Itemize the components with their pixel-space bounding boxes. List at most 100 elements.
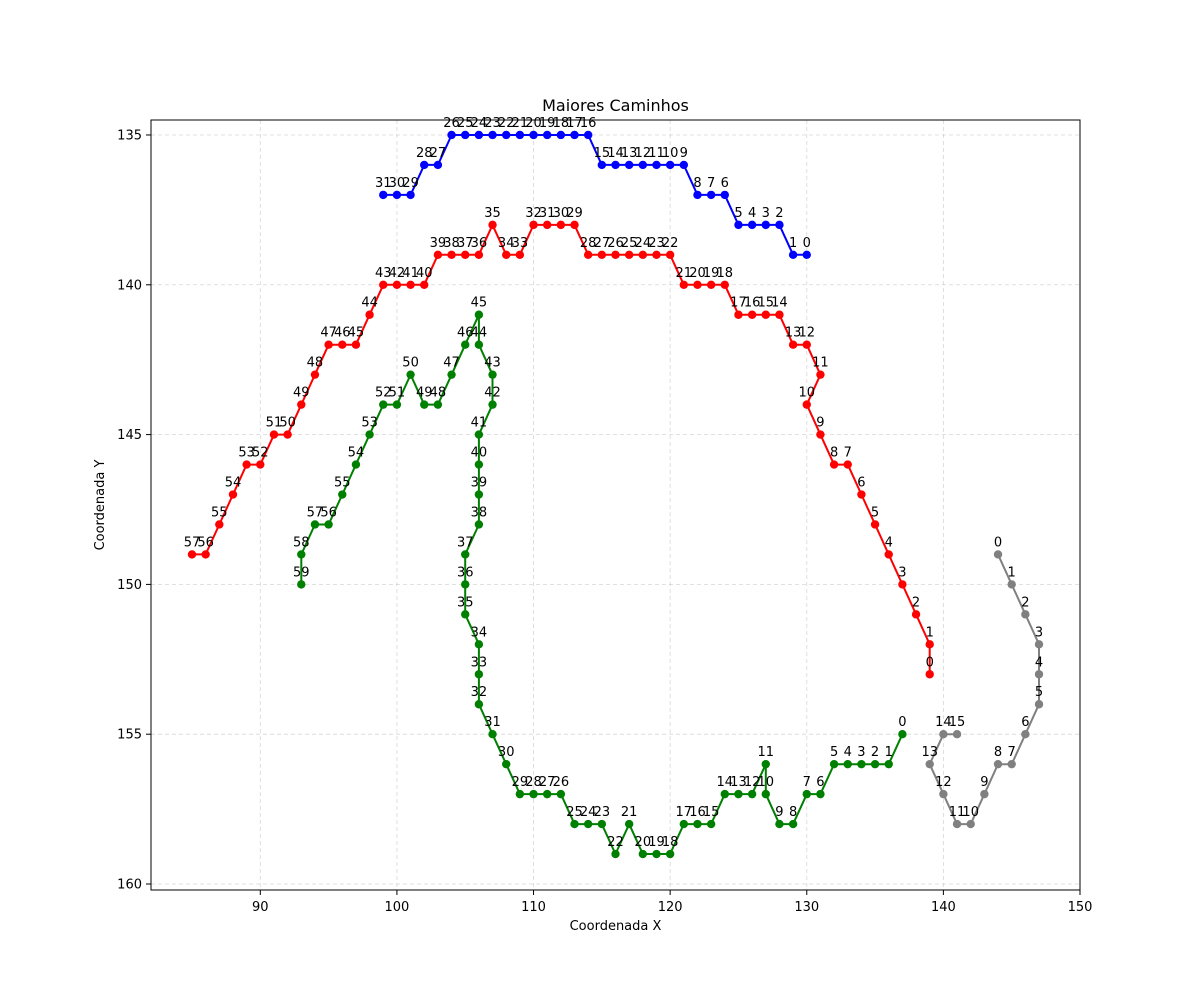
point-label: 55 <box>211 505 228 520</box>
data-point <box>488 130 497 140</box>
data-point <box>324 520 333 529</box>
x-tick-label: 130 <box>794 900 819 915</box>
point-label: 19 <box>703 266 720 281</box>
data-point <box>447 370 456 379</box>
point-label: 12 <box>635 146 652 161</box>
data-point <box>556 789 566 799</box>
data-point <box>884 759 893 769</box>
data-point <box>652 160 661 170</box>
point-label: 31 <box>375 176 392 191</box>
data-point <box>829 460 839 469</box>
point-label: 32 <box>525 206 542 221</box>
point-label: 17 <box>730 296 747 311</box>
y-tick-label: 155 <box>117 728 142 743</box>
point-label: 2 <box>871 745 879 760</box>
point-label: 3 <box>1035 625 1043 640</box>
point-label: 1 <box>926 625 934 640</box>
data-point <box>802 250 811 260</box>
data-point <box>379 400 388 409</box>
data-point <box>693 819 702 829</box>
point-label: 32 <box>471 685 488 700</box>
point-label: 57 <box>184 535 201 550</box>
data-point <box>447 130 456 140</box>
point-label: 42 <box>484 386 501 401</box>
point-label: 21 <box>621 805 638 820</box>
point-label: 22 <box>662 236 679 251</box>
point-label: 47 <box>443 356 460 371</box>
data-point <box>433 160 443 170</box>
data-point <box>870 759 880 769</box>
data-point <box>529 130 538 140</box>
data-point <box>665 160 675 170</box>
data-point <box>816 789 825 799</box>
data-point <box>461 340 470 349</box>
point-label: 12 <box>935 775 952 790</box>
point-label: 0 <box>994 535 1002 550</box>
data-point <box>474 670 484 679</box>
point-label: 18 <box>662 835 679 850</box>
point-label: 13 <box>621 146 638 161</box>
point-label: 15 <box>703 805 720 820</box>
data-point <box>488 370 497 379</box>
data-point <box>775 310 784 319</box>
data-point <box>502 130 511 140</box>
point-label: 13 <box>785 326 802 341</box>
data-point <box>297 400 306 409</box>
point-label: 31 <box>484 715 501 730</box>
data-point <box>1021 730 1030 739</box>
data-point <box>461 580 470 589</box>
point-label: 29 <box>512 775 529 790</box>
data-point <box>310 370 320 379</box>
point-label: 8 <box>693 176 701 191</box>
point-label: 34 <box>471 625 488 640</box>
point-label: 13 <box>921 745 938 760</box>
point-label: 29 <box>566 206 583 221</box>
data-point <box>679 819 689 829</box>
plot-frame <box>150 119 1081 891</box>
data-point <box>542 220 552 230</box>
point-label: 21 <box>676 266 693 281</box>
point-label: 39 <box>430 236 447 251</box>
data-point <box>652 849 661 859</box>
point-label: 33 <box>471 655 488 670</box>
point-label: 54 <box>348 446 365 461</box>
data-point <box>597 160 607 170</box>
point-label: 4 <box>748 206 756 221</box>
point-label: 42 <box>389 266 406 281</box>
point-label: 10 <box>798 386 815 401</box>
point-label: 7 <box>1008 745 1016 760</box>
data-point <box>365 430 374 439</box>
data-point <box>747 310 757 319</box>
point-label: 7 <box>707 176 715 191</box>
point-label: 22 <box>607 835 624 850</box>
data-point <box>187 550 197 559</box>
point-label: 48 <box>307 356 324 371</box>
data-point <box>788 340 798 349</box>
data-point <box>461 250 470 260</box>
data-point <box>720 789 729 799</box>
point-label: 45 <box>348 326 365 341</box>
point-label: 3 <box>898 565 906 580</box>
point-label: 30 <box>553 206 570 221</box>
point-label: 0 <box>926 655 934 670</box>
data-point <box>297 550 306 559</box>
data-point <box>283 430 292 439</box>
point-label: 27 <box>594 236 611 251</box>
point-label: 6 <box>721 176 729 191</box>
point-label: 25 <box>566 805 583 820</box>
point-label: 24 <box>635 236 652 251</box>
data-point <box>324 340 333 349</box>
point-label: 38 <box>471 505 488 520</box>
data-point <box>939 789 948 799</box>
point-label: 19 <box>648 835 665 850</box>
data-point <box>816 370 825 379</box>
data-point <box>611 160 620 170</box>
point-label: 27 <box>430 146 447 161</box>
data-point <box>474 310 484 319</box>
data-point <box>624 819 634 829</box>
point-label: 39 <box>471 476 488 491</box>
series-0: 0123456789101112131415161718192021222324… <box>375 116 811 260</box>
point-label: 23 <box>648 236 665 251</box>
point-label: 11 <box>758 745 775 760</box>
